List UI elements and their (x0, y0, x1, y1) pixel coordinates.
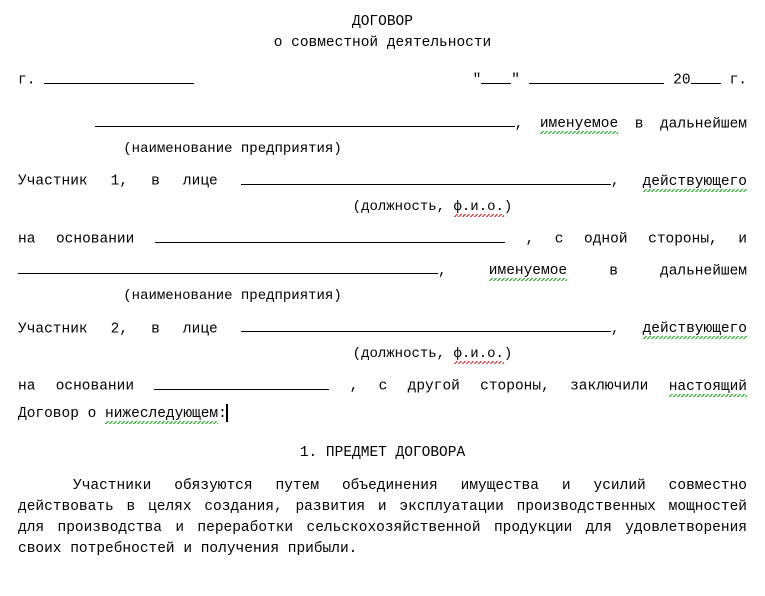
pos-hint-post-2: ) (504, 346, 512, 362)
pos1-hint: (должность, ф.и.о.) (18, 197, 747, 217)
participant1-label: Участник 1, в лице (18, 174, 241, 190)
quote-open: " (473, 73, 482, 89)
pos2-hint: (должность, ф.и.о.) (18, 344, 747, 364)
quote-close: " (511, 73, 520, 89)
comma3: , (438, 263, 489, 279)
fio-2: ф.и.о. (454, 346, 504, 364)
word-deystv-1: действующего (643, 174, 747, 192)
year-blank[interactable] (691, 68, 721, 84)
comma4: , (611, 321, 643, 337)
year-prefix: 20 (673, 73, 690, 89)
basis2-label: на основании (18, 379, 154, 395)
month-blank[interactable] (529, 68, 664, 84)
word-nizhesled: нижеследующем (105, 406, 218, 424)
section-1-body: Участники обязуются путем объединения им… (18, 476, 747, 560)
basis2-line: на основании , с другой стороны, заключи… (18, 374, 747, 398)
title-line-1: ДОГОВОР (18, 12, 747, 33)
section-1-title: 1. ПРЕДМЕТ ДОГОВОРА (18, 443, 747, 464)
org1-blank[interactable] (95, 112, 515, 128)
word-imenuemoe-2: именуемое (489, 263, 567, 281)
org2-line: , именуемое в дальнейшем (18, 259, 747, 283)
org1-line: , именуемое в дальнейшем (18, 112, 747, 136)
pos2-blank[interactable] (241, 317, 611, 333)
word-imenuemoe-1: именуемое (540, 116, 618, 134)
s-drugoy-storony: , с другой стороны, заключили (350, 379, 669, 395)
participant2-label: Участник 2, в лице (18, 321, 241, 337)
participant2-line: Участник 2, в лице , действующего (18, 317, 747, 341)
city-prefix: г. (18, 73, 35, 89)
pos1-blank[interactable] (241, 169, 611, 185)
participant1-line: Участник 1, в лице , действующего (18, 169, 747, 193)
basis1-line: на основании , с одной стороны, и (18, 227, 747, 251)
dogovor-line: Договор о нижеследующем: (18, 404, 747, 425)
org2-hint: (наименование предприятия) (18, 286, 747, 306)
basis1-label: на основании (18, 232, 155, 248)
city-date-line: г. " " 20 г. (18, 68, 747, 92)
org2-blank[interactable] (18, 259, 438, 275)
day-blank[interactable] (481, 68, 511, 84)
fio-1: ф.и.о. (454, 199, 504, 217)
org1-hint: (наименование предприятия) (18, 139, 747, 159)
city-blank[interactable] (44, 68, 194, 84)
s-odnoy-storony: , с одной стороны, и (525, 232, 747, 248)
year-suffix: г. (730, 73, 747, 89)
text-cursor (226, 404, 228, 422)
comma1: , (515, 116, 540, 132)
pos-hint-pre-1: (должность, (353, 199, 454, 215)
title-line-2: о совместной деятельности (18, 33, 747, 54)
pos-hint-pre-2: (должность, (353, 346, 454, 362)
basis2-blank[interactable] (154, 374, 329, 390)
v-dalneishem-2: в дальнейшем (567, 263, 747, 279)
word-nastoyashchiy: настоящий (669, 379, 747, 397)
dogovor-o: Договор о (18, 406, 105, 422)
comma2: , (611, 174, 643, 190)
basis1-blank[interactable] (155, 227, 505, 243)
word-deystv-2: действующего (643, 321, 747, 339)
v-dalneishem-1: в дальнейшем (618, 116, 747, 132)
pos-hint-post-1: ) (504, 199, 512, 215)
